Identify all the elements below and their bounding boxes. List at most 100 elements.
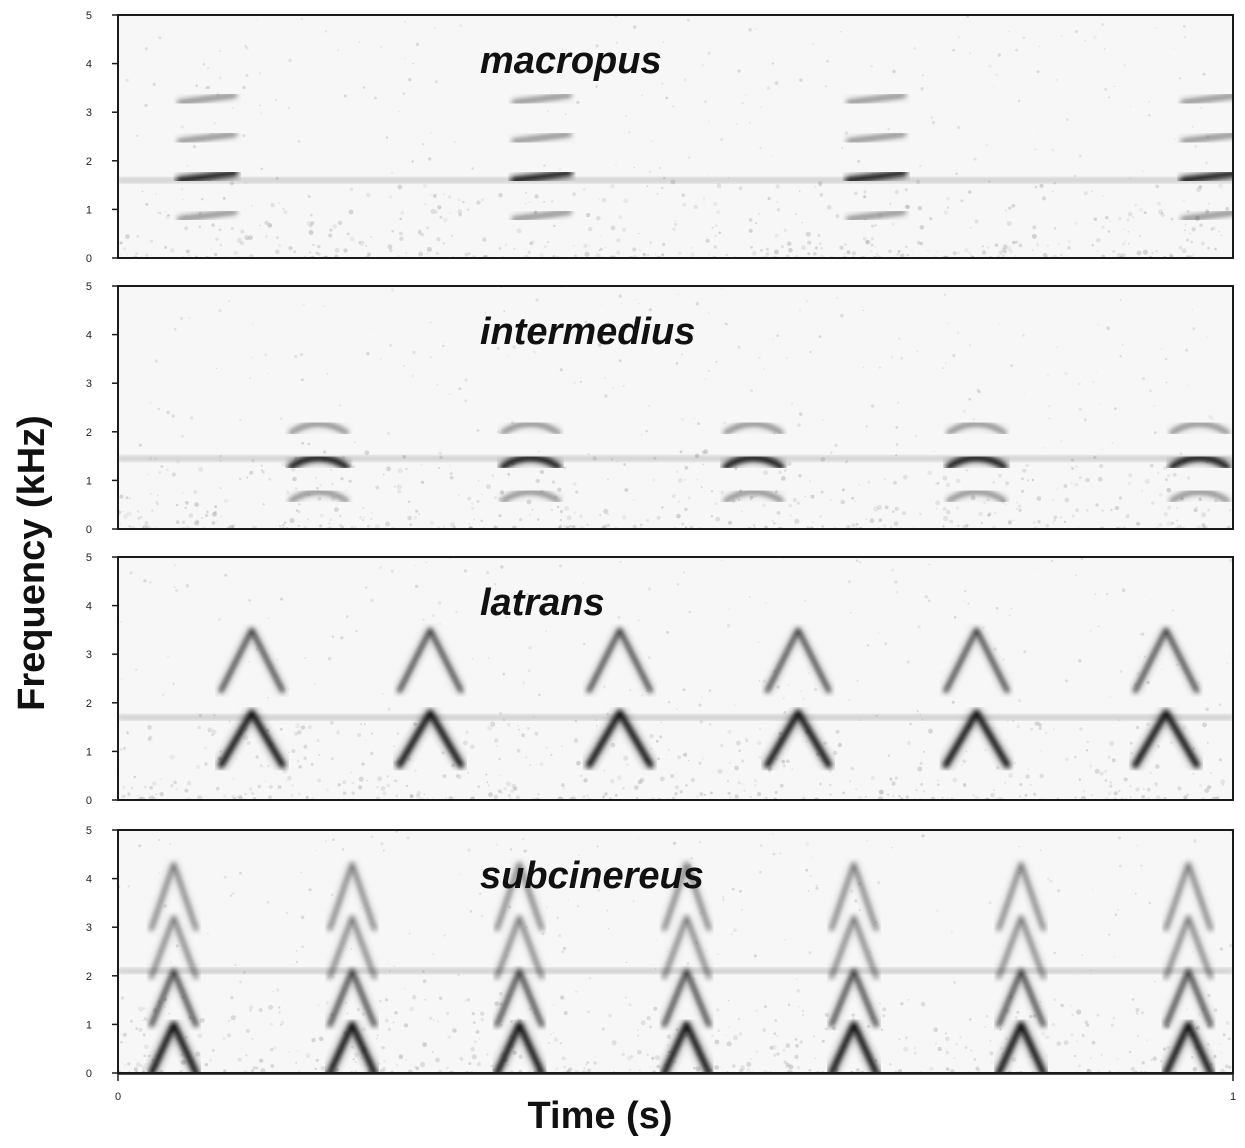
noise-speck bbox=[710, 515, 714, 518]
noise-speck bbox=[1193, 839, 1197, 843]
noise-speck bbox=[267, 617, 270, 620]
noise-speck bbox=[204, 86, 208, 90]
noise-speck bbox=[252, 323, 255, 325]
noise-speck bbox=[1192, 254, 1195, 256]
noise-speck bbox=[1099, 403, 1102, 405]
noise-speck bbox=[721, 559, 723, 561]
noise-speck bbox=[965, 750, 968, 753]
noise-speck bbox=[477, 1031, 479, 1033]
noise-speck bbox=[746, 1068, 751, 1072]
noise-speck bbox=[1022, 468, 1027, 473]
noise-speck bbox=[543, 164, 546, 167]
noise-speck bbox=[127, 792, 131, 795]
noise-speck bbox=[190, 416, 194, 420]
noise-speck bbox=[240, 797, 243, 800]
noise-speck bbox=[894, 506, 899, 511]
noise-speck bbox=[1224, 1064, 1229, 1069]
noise-speck bbox=[295, 723, 301, 729]
noise-speck bbox=[965, 524, 969, 527]
y-tick-label: 1 bbox=[86, 475, 92, 487]
noise-speck bbox=[201, 517, 204, 519]
noise-speck bbox=[448, 393, 451, 396]
noise-speck bbox=[143, 1044, 150, 1050]
noise-speck bbox=[1024, 794, 1028, 797]
noise-speck bbox=[264, 780, 266, 782]
noise-speck bbox=[123, 247, 126, 251]
noise-speck bbox=[1121, 241, 1126, 246]
noise-speck bbox=[1184, 36, 1187, 39]
noise-speck bbox=[648, 308, 652, 312]
noise-speck bbox=[776, 511, 781, 515]
noise-speck bbox=[250, 356, 253, 359]
noise-speck bbox=[297, 510, 301, 514]
noise-speck bbox=[260, 1068, 266, 1073]
noise-speck bbox=[560, 783, 565, 788]
noise-speck bbox=[1225, 1021, 1230, 1025]
noise-speck bbox=[197, 795, 203, 800]
noise-speck bbox=[804, 600, 807, 602]
noise-speck bbox=[843, 252, 846, 255]
noise-speck bbox=[399, 217, 403, 221]
noise-speck bbox=[1018, 508, 1022, 512]
noise-speck bbox=[470, 1046, 476, 1052]
noise-speck bbox=[1192, 1066, 1198, 1072]
noise-speck bbox=[748, 121, 751, 124]
noise-speck bbox=[1210, 772, 1212, 774]
noise-speck bbox=[159, 792, 164, 797]
noise-speck bbox=[380, 786, 386, 791]
noise-speck bbox=[195, 1051, 201, 1057]
noise-speck bbox=[893, 480, 897, 485]
noise-speck bbox=[1073, 482, 1078, 487]
noise-speck bbox=[1020, 489, 1025, 493]
noise-speck bbox=[223, 794, 227, 798]
noise-speck bbox=[553, 1031, 555, 1034]
noise-speck bbox=[429, 1016, 433, 1021]
noise-speck bbox=[343, 94, 347, 98]
noise-speck bbox=[677, 293, 679, 296]
noise-speck bbox=[204, 513, 209, 517]
noise-speck bbox=[720, 490, 724, 495]
noise-speck bbox=[327, 657, 332, 661]
noise-speck bbox=[628, 1003, 632, 1007]
call-note bbox=[509, 92, 575, 223]
noise-speck bbox=[155, 793, 158, 796]
noise-speck bbox=[445, 1066, 449, 1070]
noise-speck bbox=[135, 252, 139, 256]
noise-speck bbox=[517, 724, 520, 727]
noise-speck bbox=[396, 484, 402, 490]
noise-speck bbox=[633, 166, 635, 169]
noise-speck bbox=[434, 209, 439, 214]
noise-speck bbox=[876, 253, 878, 256]
noise-speck bbox=[956, 251, 960, 255]
noise-speck bbox=[785, 1066, 787, 1069]
noise-speck bbox=[1135, 1007, 1140, 1013]
noise-speck bbox=[324, 1025, 327, 1028]
noise-speck bbox=[924, 595, 929, 599]
noise-speck bbox=[771, 519, 774, 523]
harmonic-trace bbox=[500, 455, 561, 470]
noise-speck bbox=[608, 1013, 613, 1018]
noise-speck bbox=[394, 1010, 398, 1015]
noise-speck bbox=[1006, 246, 1012, 252]
noise-speck bbox=[680, 417, 684, 421]
noise-speck bbox=[621, 1052, 625, 1057]
noise-speck bbox=[612, 387, 614, 389]
noise-speck bbox=[988, 901, 992, 905]
noise-speck bbox=[773, 249, 779, 255]
noise-speck bbox=[295, 509, 299, 512]
noise-speck bbox=[624, 55, 627, 57]
noise-speck bbox=[215, 367, 218, 369]
noise-speck bbox=[197, 1033, 203, 1039]
noise-speck bbox=[576, 760, 581, 766]
noise-speck bbox=[254, 525, 257, 529]
noise-speck bbox=[485, 484, 491, 490]
noise-speck bbox=[959, 1036, 962, 1039]
y-tick-label: 2 bbox=[86, 427, 92, 439]
noise-speck bbox=[300, 17, 304, 21]
noise-speck bbox=[713, 202, 718, 207]
noise-speck bbox=[942, 506, 947, 512]
noise-speck bbox=[1091, 244, 1094, 247]
noise-speck bbox=[957, 524, 960, 527]
noise-speck bbox=[295, 1061, 298, 1064]
noise-speck bbox=[358, 41, 361, 43]
